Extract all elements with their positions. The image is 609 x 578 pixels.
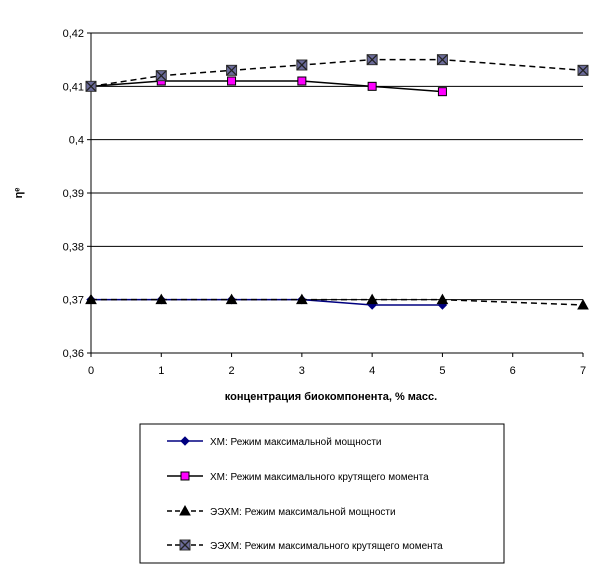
y-axis-title: ηᵉ (13, 188, 25, 199)
series-group (85, 54, 589, 310)
x-tick-label: 7 (580, 365, 586, 377)
legend-label: ЭЭХМ: Режим максимальной мощности (210, 507, 396, 518)
data-point (366, 293, 378, 305)
data-point (296, 293, 308, 305)
data-point (226, 64, 238, 76)
data-point (436, 293, 449, 305)
x-axis-title: концентрация биокомпонента, % масс. (225, 391, 437, 403)
y-tick-label: 0,4 (69, 135, 84, 147)
legend: ХМ: Режим максимальной мощности ХМ: Режим… (139, 423, 505, 564)
y-tick-label: 0,42 (63, 28, 84, 40)
x-tick-label: 1 (158, 365, 164, 377)
data-point (436, 54, 448, 66)
data-point (180, 436, 190, 446)
data-point (180, 471, 190, 481)
data-point (225, 293, 238, 305)
data-point (179, 539, 191, 551)
data-point (437, 87, 447, 97)
legend-label: ЭЭХМ: Режим максимального крутящего моме… (210, 541, 443, 552)
legend-label: ХМ: Режим максимального крутящего момент… (210, 472, 429, 483)
y-tick-label: 0,39 (63, 188, 84, 200)
x-tick-label: 4 (369, 365, 375, 377)
data-point (227, 76, 237, 86)
y-tick-labels: 0,42 0,41 0,4 0,39 0,38 0,37 0,36 (63, 28, 84, 360)
data-point (577, 298, 589, 310)
data-point (366, 54, 378, 66)
x-tick-label: 5 (439, 365, 445, 377)
legend-box (139, 423, 505, 564)
x-tick-label: 6 (510, 365, 516, 377)
y-tick-label: 0,41 (63, 81, 84, 93)
data-point (297, 76, 307, 86)
x-tick-label: 3 (299, 365, 305, 377)
data-point (85, 293, 97, 305)
data-point (155, 293, 168, 305)
series-line-2 (90, 80, 443, 93)
y-tick-label: 0,37 (63, 295, 84, 307)
series-line-1 (91, 298, 443, 306)
data-point (296, 59, 308, 71)
data-point (367, 81, 377, 91)
x-tick-label: 2 (229, 365, 235, 377)
data-point (155, 70, 167, 82)
x-tick-labels: 0 1 2 3 4 5 6 7 (88, 365, 586, 377)
x-tick-label: 0 (88, 365, 94, 377)
data-point (179, 504, 191, 516)
legend-label: ХМ: Режим максимальной мощности (210, 437, 382, 448)
data-point (85, 80, 97, 92)
data-point (577, 64, 589, 76)
y-tick-label: 0,36 (63, 348, 84, 360)
y-tick-label: 0,38 (63, 241, 84, 253)
